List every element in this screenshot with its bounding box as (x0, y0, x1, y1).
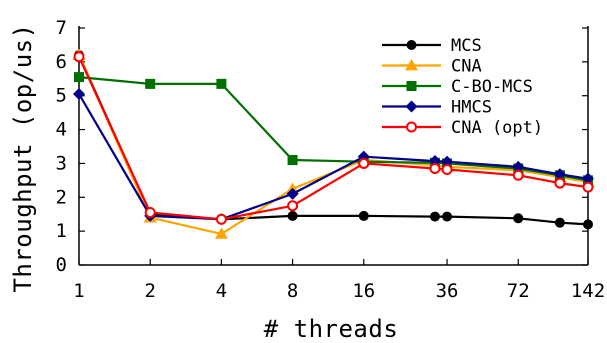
x-tick-label: 8 (287, 280, 298, 302)
legend-label: CNA (451, 57, 482, 77)
y-tick-label: 1 (56, 220, 67, 242)
series-cna-opt (73, 51, 594, 225)
legend-marker (406, 121, 417, 133)
data-point (429, 163, 441, 175)
data-point (441, 164, 453, 176)
data-point (441, 155, 454, 168)
data-point (286, 187, 299, 200)
legend-marker (405, 100, 418, 113)
data-point (73, 51, 85, 63)
y-axis-title: Throughput (op/us) (9, 23, 37, 292)
data-point (287, 210, 298, 221)
data-point (512, 160, 525, 173)
legend-item: C-BO-MCS (382, 77, 533, 97)
y-tick-label: 7 (56, 17, 67, 39)
x-tick-label: 2 (144, 280, 155, 302)
data-point (513, 213, 524, 224)
data-point (512, 169, 524, 181)
data-point (216, 78, 227, 89)
legend-item: CNA (382, 57, 482, 77)
legend-item: MCS (382, 36, 482, 56)
y-tick-label: 3 (56, 152, 67, 174)
data-point (287, 155, 298, 166)
legend-marker (405, 59, 418, 71)
x-tick-label: 36 (436, 280, 459, 302)
data-point (429, 211, 440, 222)
x-tick-label: 1 (73, 280, 84, 302)
y-tick-label: 0 (56, 254, 67, 276)
x-tick-label: 72 (507, 280, 530, 302)
y-tick-label: 2 (56, 186, 67, 208)
series-hmcs (73, 88, 594, 226)
data-point (442, 211, 453, 222)
y-tick-label: 5 (56, 85, 67, 107)
legend-marker (406, 81, 417, 91)
data-point (214, 227, 228, 239)
data-point (582, 181, 594, 193)
legend-label: C-BO-MCS (451, 77, 533, 97)
data-point (287, 200, 299, 212)
series-line (77, 56, 589, 221)
data-point (553, 168, 566, 181)
data-point (145, 78, 156, 89)
data-point (554, 217, 565, 228)
legend-label: CNA (opt) (451, 118, 543, 138)
data-point (582, 172, 594, 185)
data-point (583, 219, 593, 230)
data-point (144, 207, 156, 219)
plot-series (72, 48, 595, 239)
legend-item: HMCS (382, 98, 492, 118)
data-point (358, 210, 369, 221)
data-point (358, 157, 370, 169)
y-tick-label: 6 (56, 51, 67, 73)
data-point (554, 177, 566, 189)
y-tick-label: 4 (56, 119, 67, 141)
series-line (78, 93, 589, 221)
legend-label: HMCS (451, 98, 492, 118)
data-point (73, 88, 85, 101)
x-tick-label: 4 (216, 280, 227, 302)
legend-label: MCS (451, 36, 482, 56)
data-point (74, 72, 84, 83)
data-point (215, 213, 227, 225)
axes (78, 26, 589, 266)
legend-item: CNA (opt) (382, 118, 543, 138)
x-axis-title: # threads (264, 315, 399, 343)
x-tick-label: 16 (352, 280, 375, 302)
series-line (78, 76, 589, 182)
x-tick-label: 142 (571, 280, 605, 302)
legend-marker (406, 40, 417, 50)
